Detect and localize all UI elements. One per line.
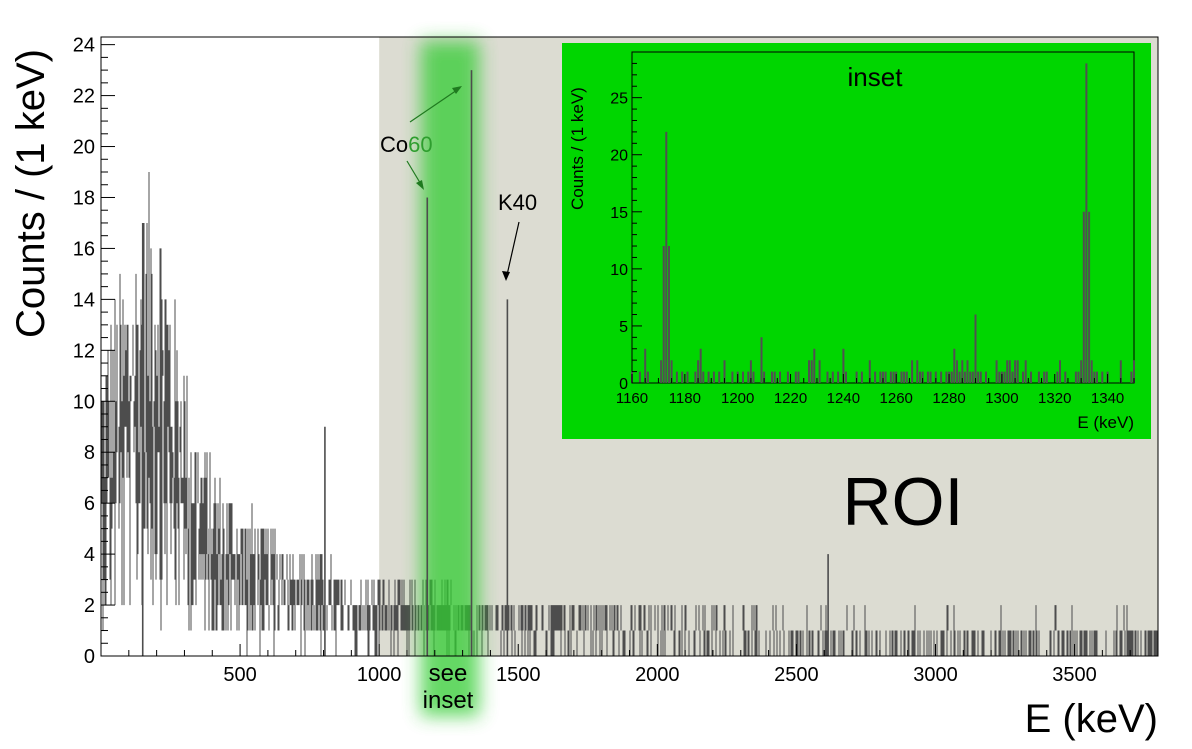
x-tick-label: 3000 bbox=[913, 664, 958, 686]
inset-x-tick-label: 1160 bbox=[616, 390, 648, 407]
y-tick-label: 12 bbox=[73, 340, 95, 362]
co60-arrow-upper bbox=[409, 87, 461, 123]
co60-arrowhead-lower bbox=[416, 180, 424, 190]
y-tick-label: 10 bbox=[73, 391, 95, 413]
main-x-axis-label: E (keV) bbox=[1025, 697, 1158, 741]
y-tick-label: 2 bbox=[84, 595, 95, 617]
co60-label-prefix: Co bbox=[380, 132, 408, 157]
k40-arrowhead bbox=[502, 271, 510, 281]
main-x-axis: 500 1000 1500 2000 2500 3000 3500 bbox=[100, 644, 1159, 686]
inset-y-tick-label: 20 bbox=[610, 148, 628, 165]
inset-y-tick-label: 5 bbox=[619, 319, 628, 336]
inset-x-tick-label: 1240 bbox=[827, 390, 860, 407]
y-tick-label: 16 bbox=[73, 238, 95, 260]
x-tick-label: 500 bbox=[223, 664, 256, 686]
y-tick-label: 6 bbox=[84, 493, 95, 515]
inset-y-tick-label: 0 bbox=[619, 376, 628, 393]
y-tick-label: 14 bbox=[73, 289, 95, 311]
co60-arrowhead-upper bbox=[452, 86, 462, 94]
inset-title: inset bbox=[848, 62, 904, 92]
inset-y-axis-label: Counts / (1 keV) bbox=[568, 87, 587, 210]
inset-x-tick-label: 1200 bbox=[721, 390, 754, 407]
main-peaks bbox=[141, 70, 829, 656]
highlight-band bbox=[420, 41, 480, 716]
k40-arrow bbox=[506, 221, 520, 276]
y-tick-label: 20 bbox=[73, 137, 95, 159]
inset-x-axis-label: E (keV) bbox=[1077, 413, 1134, 432]
x-tick-label: 2500 bbox=[774, 664, 819, 686]
see-inset-label-line2: inset bbox=[423, 687, 474, 714]
y-tick-label: 0 bbox=[84, 646, 95, 668]
inset-x-tick-label: 1180 bbox=[669, 390, 701, 407]
y-tick-label: 22 bbox=[73, 86, 95, 108]
inset-y-tick-label: 25 bbox=[610, 91, 628, 108]
y-tick-label: 18 bbox=[73, 187, 95, 209]
inset-x-tick-label: 1340 bbox=[1091, 390, 1124, 407]
inset-x-tick-label: 1300 bbox=[985, 390, 1018, 407]
y-tick-label: 4 bbox=[84, 544, 95, 566]
co60-label-suffix: 60 bbox=[408, 132, 432, 157]
inset-y-axis: 0 5 10 15 20 25 bbox=[610, 62, 642, 393]
see-inset-label-line1: see bbox=[429, 660, 468, 687]
x-tick-label: 1500 bbox=[496, 664, 541, 686]
inset-y-tick-label: 10 bbox=[610, 262, 628, 279]
x-tick-label: 2000 bbox=[635, 664, 680, 686]
main-y-axis-label: Counts / (1 keV) bbox=[9, 49, 53, 338]
inset-x-tick-label: 1220 bbox=[774, 390, 807, 407]
inset-x-axis: 1160 1180 1200 1220 1240 1260 1280 1300 1320 1340 bbox=[616, 374, 1135, 407]
x-tick-label: 3500 bbox=[1052, 664, 1097, 686]
y-tick-label: 8 bbox=[84, 442, 95, 464]
inset-x-tick-label: 1280 bbox=[932, 390, 965, 407]
co60-label: Co60 bbox=[380, 132, 433, 157]
roi-label: ROI bbox=[843, 464, 964, 540]
inset-y-tick-label: 15 bbox=[610, 205, 628, 222]
x-tick-label: 1000 bbox=[357, 664, 402, 686]
y-tick-label: 24 bbox=[73, 35, 95, 57]
inset-x-tick-label: 1260 bbox=[880, 390, 913, 407]
inset-x-tick-label: 1320 bbox=[1038, 390, 1071, 407]
k40-label: K40 bbox=[498, 190, 537, 215]
